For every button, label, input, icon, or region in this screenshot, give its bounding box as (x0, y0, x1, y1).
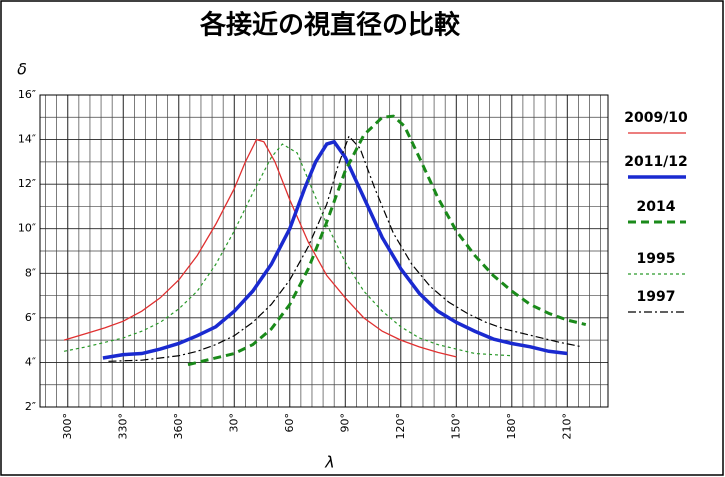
series-line (102, 139, 568, 360)
y-tick-label: 6″ (25, 311, 36, 324)
x-tick-label: 210° (560, 413, 573, 440)
y-tick-label: 12″ (18, 177, 36, 190)
y-axis-label: δ (17, 60, 27, 79)
y-tick-label: 8″ (25, 266, 36, 279)
y-tick-label: 16″ (18, 88, 36, 101)
x-tick-label: 180° (505, 413, 518, 440)
x-tick-label: 90° (338, 413, 351, 433)
series-line (187, 114, 587, 367)
x-tick-label: 60° (283, 413, 296, 433)
x-tick-label: 360° (172, 413, 185, 440)
x-tick-label: 330° (116, 413, 129, 440)
x-tick-label: 30° (227, 413, 240, 433)
legend-label: 1995 (637, 251, 676, 267)
x-tick-label: 150° (449, 413, 462, 440)
x-tick-label: 120° (394, 413, 407, 440)
y-tick-label: 14″ (18, 133, 36, 146)
x-axis-label: λ (324, 453, 334, 472)
x-tick-label: 300° (61, 413, 74, 440)
y-tick-label: 2″ (25, 400, 36, 413)
legend-label: 1997 (637, 289, 676, 305)
series-line (63, 138, 457, 358)
series-line (108, 135, 583, 362)
legend-label: 2009/10 (624, 110, 688, 126)
plot-border (39, 94, 609, 408)
legend-label: 2011/12 (624, 154, 688, 170)
series-line (63, 143, 512, 357)
y-tick-label: 10″ (18, 222, 36, 235)
legend-label: 2014 (637, 199, 676, 215)
chart-title: 各接近の視直径の比較 (199, 10, 461, 41)
y-tick-label: 4″ (25, 355, 36, 368)
